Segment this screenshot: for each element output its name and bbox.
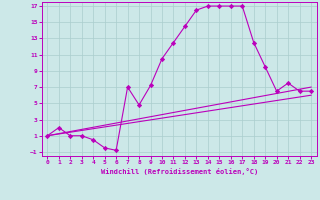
X-axis label: Windchill (Refroidissement éolien,°C): Windchill (Refroidissement éolien,°C) (100, 168, 258, 175)
